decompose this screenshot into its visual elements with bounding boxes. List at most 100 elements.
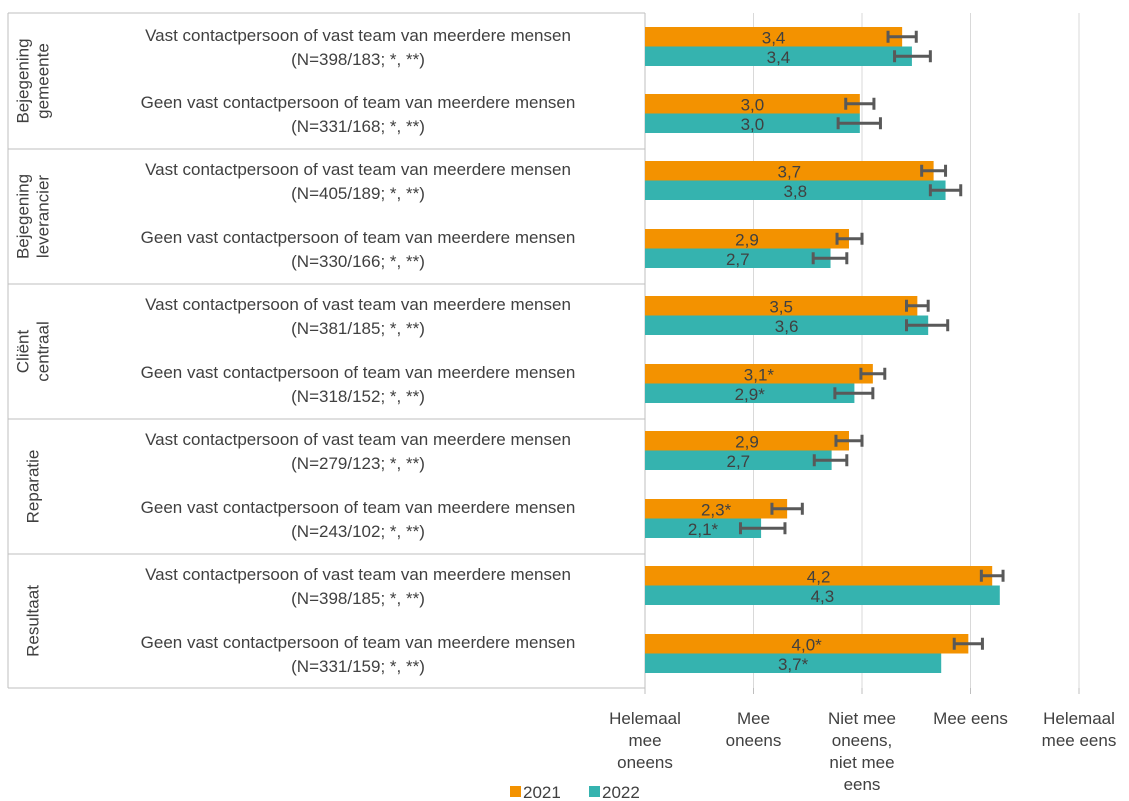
category-label: Vast contactpersoon of vast team van mee… [145, 26, 571, 45]
error-bar [836, 117, 882, 130]
bar-2022 [645, 315, 929, 335]
bars: 3,4 3,0 3,7 2,9 3,5 3,1* 2,9 2,3* 4,2 4,0* 3,4 3,0 3… [645, 27, 1005, 674]
error-bar [859, 367, 887, 380]
category-label: Vast contactpersoon of vast team van mee… [145, 160, 571, 179]
data-label: 3,7 [777, 162, 801, 181]
data-label: 4,0* [792, 635, 823, 654]
category-label: Geen vast contactpersoon of team van mee… [141, 363, 576, 382]
group-label: Reparatie [24, 450, 43, 524]
bar-2022 [645, 653, 942, 673]
error-bar [952, 637, 984, 650]
group-label: centraal [34, 321, 53, 381]
error-bar [904, 319, 950, 332]
bar-2021 [645, 27, 903, 47]
error-bar [770, 502, 804, 515]
tick-label: oneens, [832, 731, 893, 750]
category-label: Geen vast contactpersoon of team van mee… [141, 93, 576, 112]
bar-2022 [645, 518, 762, 538]
tick-label: mee [628, 731, 661, 750]
bar-2021 [645, 499, 788, 519]
bar-2021 [645, 431, 849, 451]
data-label: 2,7 [726, 452, 750, 471]
group-label: leverancier [34, 175, 53, 258]
bar-2022 [645, 248, 831, 268]
tick-label: eens [844, 775, 881, 794]
legend-swatch-2021 [510, 786, 521, 797]
category-label: Geen vast contactpersoon of team van mee… [141, 498, 576, 517]
data-label: 3,4 [762, 28, 786, 47]
bar-2021 [645, 296, 918, 316]
data-label: 3,8 [783, 182, 807, 201]
bar-2021 [645, 566, 993, 586]
bar-2022 [645, 180, 946, 200]
category-sublabel: (N=330/166; *, **) [291, 252, 425, 271]
tick-label: Niet mee [828, 709, 896, 728]
data-label: 2,9 [735, 230, 759, 249]
tick-label: oneens [726, 731, 782, 750]
x-axis-ticks: Helemaal mee oneens Mee oneens Niet mee oneens… [609, 688, 1116, 794]
error-bar [920, 164, 948, 177]
tick-label: Mee eens [933, 709, 1008, 728]
category-sublabel: (N=318/152; *, **) [291, 387, 425, 406]
data-label: 3,4 [767, 48, 791, 67]
bar-2022 [645, 46, 912, 66]
group-label: Cliënt [14, 329, 33, 373]
group-label: gemeente [34, 43, 53, 119]
bar-2021 [645, 364, 873, 384]
legend-label: 2022 [602, 783, 640, 801]
bar-2021 [645, 634, 969, 654]
category-label: Vast contactpersoon of vast team van mee… [145, 295, 571, 314]
category-sublabel: (N=279/123; *, **) [291, 454, 425, 473]
tick-label: mee eens [1042, 731, 1117, 750]
group-label: Resultaat [24, 585, 43, 657]
category-sublabel: (N=243/102; *, **) [291, 522, 425, 541]
bar-2022 [645, 585, 1000, 605]
group-label: Bejegening [14, 38, 33, 123]
group-label: Bejegening [14, 174, 33, 259]
tick-label: Helemaal [609, 709, 681, 728]
data-label: 3,1* [744, 365, 775, 384]
data-label: 2,9* [735, 385, 766, 404]
category-sublabel: (N=331/159; *, **) [291, 657, 425, 676]
bar-2021 [645, 94, 860, 114]
data-label: 3,0 [741, 95, 765, 114]
bar-2022 [645, 450, 832, 470]
data-label: 3,0 [741, 115, 765, 134]
error-bar [833, 387, 875, 400]
category-label: Vast contactpersoon of vast team van mee… [145, 430, 571, 449]
error-bar [811, 252, 849, 265]
error-bar [812, 454, 849, 467]
category-label: Geen vast contactpersoon of team van mee… [141, 633, 576, 652]
tick-label: oneens [617, 753, 673, 772]
bar-2021 [645, 161, 934, 181]
category-label: Vast contactpersoon of vast team van mee… [145, 565, 571, 584]
category-sublabel: (N=405/189; *, **) [291, 184, 425, 203]
tick-label: Mee [737, 709, 770, 728]
data-label: 2,9 [735, 432, 759, 451]
error-bar [844, 97, 876, 110]
error-bar [904, 299, 930, 312]
bar-2021 [645, 229, 849, 249]
error-bar [835, 232, 864, 245]
category-sublabel: (N=398/185; *, **) [291, 589, 425, 608]
legend: 2021 2022 [510, 783, 640, 801]
data-label: 2,7 [726, 250, 750, 269]
data-label: 3,6 [775, 317, 799, 336]
category-labels: Vast contactpersoon of vast team van mee… [141, 26, 576, 676]
error-bar [886, 30, 918, 43]
data-label: 2,3* [701, 500, 732, 519]
data-label: 3,7* [778, 655, 809, 674]
error-bar [738, 522, 787, 535]
category-label: Geen vast contactpersoon of team van mee… [141, 228, 576, 247]
category-sublabel: (N=381/185; *, **) [291, 319, 425, 338]
legend-swatch-2022 [589, 786, 600, 797]
error-bar [979, 569, 1005, 582]
bar-2022 [645, 113, 860, 133]
error-bar [834, 434, 864, 447]
error-bar [893, 50, 932, 63]
legend-label: 2021 [523, 783, 561, 801]
tick-label: Helemaal [1043, 709, 1115, 728]
data-label: 3,5 [769, 297, 793, 316]
